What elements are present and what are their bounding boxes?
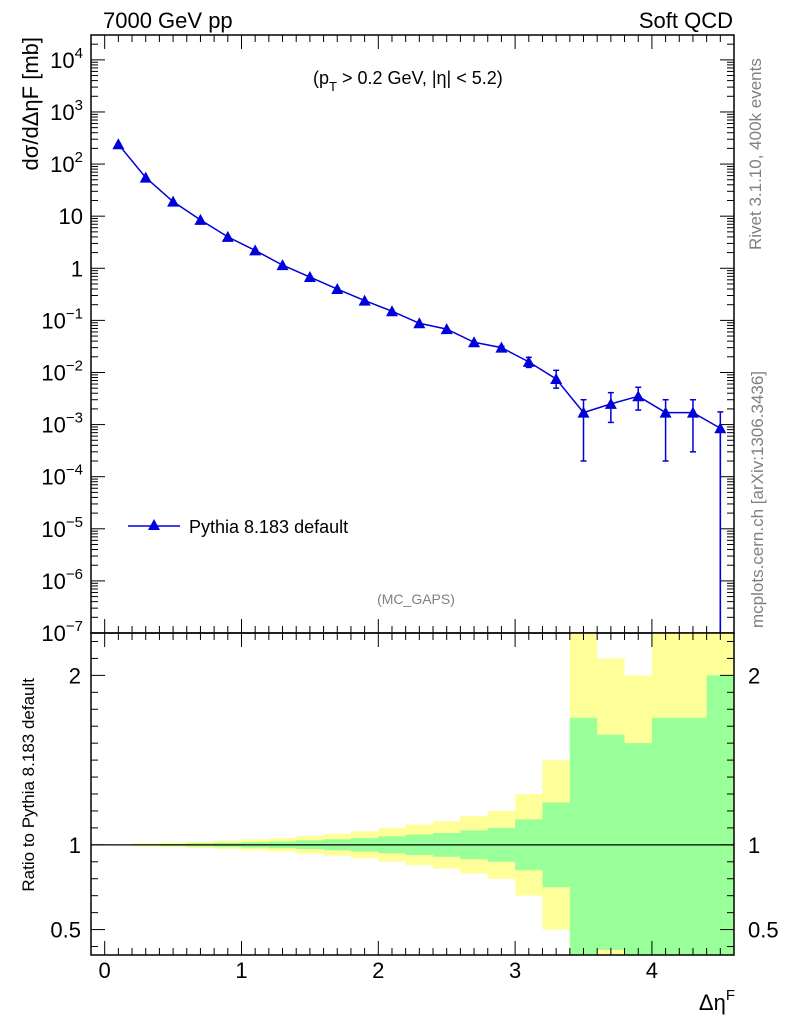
data-point-triangle <box>249 244 262 256</box>
cut-label-open: (p <box>313 68 329 88</box>
main-ytick-exponent: −5 <box>66 514 83 531</box>
main-ytick-exponent: −6 <box>66 566 83 583</box>
main-ytick-base: 10 <box>41 360 65 385</box>
main-ytick-label: 10−6 <box>41 566 83 594</box>
data-point-triangle <box>468 336 481 348</box>
data-point-triangle <box>139 171 152 183</box>
data-point-triangle <box>385 305 398 317</box>
main-ytick-base: 10 <box>41 308 65 333</box>
main-ytick-label: 102 <box>50 149 83 177</box>
main-ytick-base: 10 <box>41 517 65 542</box>
main-frame <box>90 34 735 634</box>
header-left-title: 7000 GeV pp <box>103 8 233 33</box>
cut-label-sub: T <box>329 79 337 94</box>
ratio-ytick-label-right: 0.5 <box>748 918 779 943</box>
main-ytick-label: 10−7 <box>41 618 83 646</box>
main-ytick-base: 1 <box>71 256 83 281</box>
main-ytick-exponent: 3 <box>75 97 83 114</box>
ratio-ytick-label-left: 2 <box>69 663 81 688</box>
data-point-triangle <box>604 397 617 409</box>
main-ytick-base: 10 <box>50 152 74 177</box>
main-ytick-base: 10 <box>41 569 65 594</box>
main-ytick-exponent: −7 <box>66 618 83 635</box>
ratio-ytick-label-left: 1 <box>69 833 81 858</box>
main-ytick-base: 10 <box>50 100 74 125</box>
data-point-triangle <box>577 406 590 418</box>
cut-label-rest: > 0.2 GeV, |η| < 5.2) <box>337 68 503 88</box>
legend: Pythia 8.183 default <box>128 517 348 537</box>
main-ytick-base: 10 <box>50 48 74 73</box>
main-ytick-label: 10−5 <box>41 514 83 542</box>
ratio-xlabel: ΔηF <box>699 987 735 1015</box>
ratio-ylabel: Ratio to Pythia 8.183 default <box>19 678 38 892</box>
ratio-ytick-label-right: 1 <box>748 833 760 858</box>
data-point-triangle <box>714 422 727 434</box>
main-ytick-exponent: 4 <box>75 45 83 62</box>
data-point-triangle <box>167 195 180 207</box>
data-point-triangle <box>331 283 344 295</box>
data-point-triangle <box>686 406 699 418</box>
ratio-panel: 0.5 0.5 1 1 2 2 0 1 2 3 4 Ratio to Pythia 8.183 de… <box>19 632 779 1015</box>
ratio-xtick-label: 1 <box>235 958 247 983</box>
ratio-ytick-label-right: 2 <box>748 663 760 688</box>
ratio-xlabel-sup: F <box>726 987 735 1004</box>
main-ytick-label: 104 <box>50 45 83 73</box>
data-point-triangle <box>413 317 426 329</box>
cut-label: (pT > 0.2 GeV, |η| < 5.2) <box>313 68 503 94</box>
data-point-triangle <box>495 341 508 353</box>
main-ytick-exponent: −3 <box>66 410 83 427</box>
main-ytick-exponent: −2 <box>66 357 83 374</box>
mcplots-label: mcplots.cern.ch [arXiv:1306.3436] <box>748 371 767 628</box>
ratio-xtick-label: 4 <box>646 958 658 983</box>
data-point-triangle <box>440 323 453 335</box>
data-point-triangle <box>112 138 125 150</box>
main-ytick-label: 10−1 <box>41 305 83 333</box>
data-point-triangle <box>522 355 535 367</box>
main-ytick-label: 1 <box>71 256 83 281</box>
ratio-xtick-label: 2 <box>372 958 384 983</box>
header-right-title: Soft QCD <box>639 8 733 33</box>
main-ytick-label: 10−4 <box>41 462 83 490</box>
ratio-frame <box>90 632 735 956</box>
data-point-triangle <box>659 406 672 418</box>
main-ylabel: dσ/dΔηF [mb] <box>18 37 43 170</box>
series-line <box>117 143 721 429</box>
data-point-triangle <box>632 390 645 402</box>
main-ytick-exponent: −4 <box>66 462 83 479</box>
main-ytick-base: 10 <box>59 204 83 229</box>
main-ytick-label: 103 <box>50 97 83 125</box>
ratio-xtick-label: 3 <box>509 958 521 983</box>
main-ytick-base: 10 <box>41 465 65 490</box>
data-point-triangle <box>303 271 316 283</box>
ratio-xlabel-base: Δη <box>699 990 726 1015</box>
data-point-triangle <box>358 294 371 306</box>
main-ytick-exponent: 2 <box>75 149 83 166</box>
main-ytick-label: 10−3 <box>41 410 83 438</box>
rivet-label: Rivet 3.1.10, 400k events <box>746 58 765 250</box>
main-ytick-label: 10−2 <box>41 357 83 385</box>
data-point-triangle <box>194 213 207 225</box>
main-ytick-base: 10 <box>41 621 65 646</box>
main-ytick-exponent: −1 <box>66 305 83 322</box>
data-point-triangle <box>276 259 289 271</box>
svg-text:(pT > 0.2 GeV, |η| < 5.2): (pT > 0.2 GeV, |η| < 5.2) <box>313 68 503 94</box>
legend-label: Pythia 8.183 default <box>189 517 348 537</box>
ratio-ytick-label-left: 0.5 <box>50 918 81 943</box>
data-point-triangle <box>550 372 563 384</box>
main-ytick-base: 10 <box>41 413 65 438</box>
legend-marker-triangle <box>148 519 160 530</box>
ratio-xtick-label: 0 <box>99 958 111 983</box>
main-panel: 10410310210110−110−210−310−410−510−610−7… <box>18 34 735 646</box>
mc-gaps-watermark: (MC_GAPS) <box>377 591 455 607</box>
ratio-band-inner <box>104 675 735 955</box>
data-point-triangle <box>221 230 234 242</box>
main-ytick-label: 10 <box>59 204 83 229</box>
